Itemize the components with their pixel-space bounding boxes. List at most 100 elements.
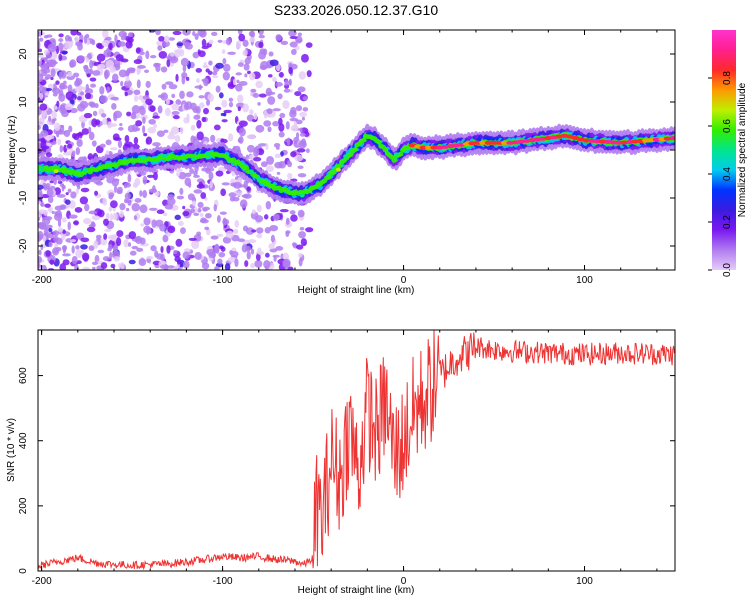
heatmap-noise-cell <box>201 116 207 123</box>
heatmap-noise-cell <box>134 198 142 203</box>
heatmap-noise-cell <box>90 221 95 227</box>
heatmap-noise-cell <box>246 144 255 153</box>
heatmap-noise-cell <box>44 92 50 96</box>
heatmap-noise-cell <box>295 119 303 125</box>
heatmap-noise-cell <box>237 238 245 243</box>
heatmap-noise-cell <box>53 105 58 110</box>
heatmap-noise-cell <box>89 77 97 82</box>
heatmap-noise-cell <box>249 72 256 81</box>
heatmap-noise-cell <box>287 266 294 270</box>
heatmap-core-cell <box>205 151 211 156</box>
heatmap-noise-cell <box>38 86 46 93</box>
heatmap-noise-cell <box>282 258 291 268</box>
heatmap-noise-cell <box>39 103 48 111</box>
heatmap-noise-cell <box>167 134 176 140</box>
heatmap-noise-cell <box>55 210 62 218</box>
heatmap-noise-cell <box>80 244 88 250</box>
heatmap-noise-cell <box>298 252 303 258</box>
heatmap-noise-cell <box>58 33 64 38</box>
heatmap-noise-cell <box>69 200 76 209</box>
heatmap-noise-cell <box>213 124 221 131</box>
heatmap-noise-cell <box>85 57 90 63</box>
heatmap-noise-cell <box>289 117 299 122</box>
heatmap-noise-cell <box>237 62 244 67</box>
heatmap-noise-cell <box>116 186 123 193</box>
x-tick-label: 0 <box>401 576 407 587</box>
colorbar-ticks: 0.0 0.2 0.4 0.6 0.8 <box>708 71 733 277</box>
y-tick-label: 0 <box>18 147 29 153</box>
heatmap-noise-cell <box>159 223 167 232</box>
heatmap-noise-cell <box>172 114 180 120</box>
heatmap-noise-cell <box>290 106 297 115</box>
heatmap-core-cell <box>256 176 262 181</box>
heatmap-noise-cell <box>114 34 118 44</box>
heatmap-ridge-cell <box>376 139 382 145</box>
heatmap-noise-cell <box>102 197 108 206</box>
heatmap-noise-cell <box>253 147 260 157</box>
heatmap-noise-cell <box>75 147 81 156</box>
heatmap-noise-cell <box>257 247 262 255</box>
heatmap-noise-cell <box>280 40 289 46</box>
heatmap-noise-cell <box>48 241 53 248</box>
heatmap-noise-cell <box>128 242 132 247</box>
heatmap-noise-cell <box>47 43 57 53</box>
x-tick-label: -100 <box>213 275 233 286</box>
heatmap-noise-cell <box>215 85 221 93</box>
heatmap-noise-cell <box>238 136 244 144</box>
heatmap-noise-cell <box>221 99 228 108</box>
heatmap-noise-cell <box>156 130 165 138</box>
heatmap-noise-cell <box>158 35 165 42</box>
heatmap-noise-cell <box>278 123 285 132</box>
heatmap-noise-cell <box>297 165 304 169</box>
heatmap-noise-cell <box>244 245 251 252</box>
heatmap-noise-cell <box>205 212 212 219</box>
heatmap-noise-cell <box>88 245 95 251</box>
heatmap-noise-cell <box>252 93 260 98</box>
heatmap-noise-cell <box>143 132 148 137</box>
heatmap-noise-cell <box>61 245 68 251</box>
heatmap-noise-cell <box>127 173 132 183</box>
heatmap-noise-cell <box>193 136 198 142</box>
heatmap-noise-cell <box>84 203 90 212</box>
heatmap-x-ticks: -200 -100 0 100 <box>32 30 658 286</box>
heatmap-noise-cell <box>88 131 95 141</box>
x-tick-label: 100 <box>576 275 593 286</box>
heatmap-noise-cell <box>126 111 132 117</box>
heatmap-noise-cell <box>45 88 53 92</box>
heatmap-noise-cell <box>139 107 146 116</box>
heatmap-noise-cell <box>250 263 256 269</box>
heatmap-noise-cell <box>193 189 203 194</box>
heatmap-noise-cell <box>193 170 198 176</box>
heatmap-ridge-cell <box>347 152 354 157</box>
heatmap-noise-cell <box>160 66 168 73</box>
heatmap-noise-cell <box>210 134 216 143</box>
heatmap-core-cell <box>198 153 204 158</box>
heatmap-noise-cell <box>131 111 136 116</box>
heatmap-noise-cell <box>273 142 281 148</box>
heatmap-noise-cell <box>138 258 147 267</box>
heatmap-noise-cell <box>171 103 180 111</box>
heatmap-noise-cell <box>257 102 261 106</box>
heatmap-noise-cell <box>255 124 265 133</box>
heatmap-noise-cell <box>299 111 308 118</box>
heatmap-noise-cell <box>207 70 213 75</box>
heatmap-noise-cell <box>245 227 255 235</box>
heatmap-noise-cell <box>109 200 118 209</box>
heatmap-noise-cell <box>266 155 275 165</box>
heatmap-noise-cell <box>120 80 124 87</box>
heatmap-noise-cell <box>243 63 250 71</box>
heatmap-noise-cell <box>210 235 219 240</box>
heatmap-noise-cell <box>165 98 170 105</box>
heatmap-noise-cell <box>174 135 181 143</box>
heatmap-noise-cell <box>90 83 97 88</box>
heatmap-noise-cell <box>145 98 153 106</box>
heatmap-noise-cell <box>260 161 268 168</box>
heatmap-noise-cell <box>297 86 306 93</box>
heatmap-noise-cell <box>214 106 222 111</box>
heatmap-noise-cell <box>194 85 204 89</box>
heatmap-noise-cell <box>199 102 205 109</box>
heatmap-noise-cell <box>115 54 124 62</box>
heatmap-noise-cell <box>229 250 233 255</box>
heatmap-noise-cell <box>197 207 202 213</box>
